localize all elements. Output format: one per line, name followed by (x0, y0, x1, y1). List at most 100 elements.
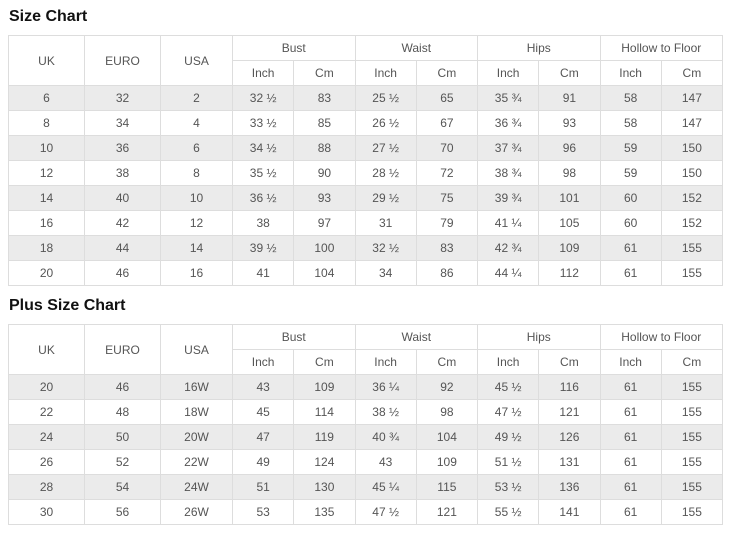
size-value-cell: 27 ½ (354, 135, 417, 161)
size-value-cell: 34 ½ (231, 135, 295, 161)
size-value-cell: 60 (599, 210, 662, 236)
size-value-cell: 46 (84, 260, 161, 286)
size-value-cell: 42 ¾ (476, 235, 540, 261)
size-value-cell: 56 (84, 499, 161, 525)
table-row: 26 52 22W 49 124 43 109 51 ½ 131 61 155 (8, 449, 724, 475)
size-value-cell: 83 (293, 85, 356, 111)
size-value-cell: 37 ¾ (476, 135, 540, 161)
col-header-uk: UK (8, 35, 85, 86)
size-value-cell: 116 (538, 374, 601, 400)
col-header-uk: UK (8, 324, 85, 375)
size-value-cell: 38 (231, 210, 295, 236)
size-value-cell: 97 (293, 210, 356, 236)
table-row: 28 54 24W 51 130 45 ¼ 115 53 ½ 136 61 155 (8, 474, 724, 500)
size-value-cell: 52 (84, 449, 161, 475)
size-value-cell: 155 (660, 449, 724, 475)
size-value-cell: 44 (84, 235, 161, 261)
size-value-cell: 28 (8, 474, 85, 500)
col-header-hollow-inch: Inch (599, 349, 662, 375)
size-value-cell: 28 ½ (354, 160, 417, 186)
size-value-cell: 18W (160, 399, 233, 425)
col-header-bust: Bust (232, 324, 356, 350)
size-value-cell: 61 (599, 449, 662, 475)
size-value-cell: 53 (231, 499, 295, 525)
size-value-cell: 33 ½ (231, 110, 295, 136)
size-value-cell: 43 (354, 449, 417, 475)
size-value-cell: 131 (538, 449, 601, 475)
size-value-cell: 47 ½ (476, 399, 540, 425)
size-value-cell: 155 (660, 424, 724, 450)
size-value-cell: 67 (415, 110, 479, 136)
size-value-cell: 35 ¾ (476, 85, 540, 111)
size-value-cell: 8 (8, 110, 85, 136)
size-value-cell: 16 (8, 210, 85, 236)
size-value-cell: 72 (415, 160, 479, 186)
size-value-cell: 150 (660, 135, 724, 161)
size-value-cell: 70 (415, 135, 479, 161)
size-value-cell: 31 (354, 210, 417, 236)
table-header-row-groups: UK EURO USA Bust Waist Hips Hollow to Fl… (8, 324, 723, 375)
size-value-cell: 124 (293, 449, 356, 475)
size-value-cell: 152 (660, 210, 724, 236)
col-header-hips-inch: Inch (476, 349, 540, 375)
size-value-cell: 147 (660, 85, 724, 111)
size-value-cell: 40 ¾ (354, 424, 417, 450)
size-value-cell: 155 (660, 499, 724, 525)
size-value-cell: 39 ¾ (476, 185, 540, 211)
table-row: 8 34 4 33 ½ 85 26 ½ 67 36 ¾ 93 58 147 (8, 110, 724, 136)
size-value-cell: 58 (599, 85, 662, 111)
size-value-cell: 100 (293, 235, 356, 261)
size-value-cell: 6 (160, 135, 233, 161)
col-header-bust-inch: Inch (231, 349, 295, 375)
col-header-euro: EURO (84, 324, 161, 375)
size-value-cell: 141 (538, 499, 601, 525)
size-value-cell: 112 (538, 260, 601, 286)
col-header-hips-cm: Cm (538, 60, 601, 86)
size-value-cell: 10 (8, 135, 85, 161)
size-value-cell: 61 (599, 374, 662, 400)
size-value-cell: 32 ½ (354, 235, 417, 261)
col-header-waist-inch: Inch (354, 349, 417, 375)
size-value-cell: 36 ¼ (354, 374, 417, 400)
size-value-cell: 152 (660, 185, 724, 211)
size-value-cell: 47 ½ (354, 499, 417, 525)
table-header-row-groups: UK EURO USA Bust Waist Hips Hollow to Fl… (8, 35, 723, 86)
plus-size-chart-title: Plus Size Chart (9, 297, 126, 314)
plus-size-chart-table: UK EURO USA Bust Waist Hips Hollow to Fl… (8, 324, 724, 525)
size-value-cell: 34 (84, 110, 161, 136)
col-header-hollow-cm: Cm (660, 349, 724, 375)
col-header-hips-cm: Cm (538, 349, 601, 375)
table-row: 6 32 2 32 ½ 83 25 ½ 65 35 ¾ 91 58 147 (8, 85, 724, 111)
size-value-cell: 121 (415, 499, 479, 525)
table-row: 18 44 14 39 ½ 100 32 ½ 83 42 ¾ 109 61 155 (8, 235, 724, 261)
col-header-usa: USA (160, 35, 233, 86)
table-row: 12 38 8 35 ½ 90 28 ½ 72 38 ¾ 98 59 150 (8, 160, 724, 186)
size-value-cell: 41 (231, 260, 295, 286)
size-value-cell: 55 ½ (476, 499, 540, 525)
table-row: 20 46 16 41 104 34 86 44 ¼ 112 61 155 (8, 260, 724, 286)
size-value-cell: 155 (660, 474, 724, 500)
size-value-cell: 47 (231, 424, 295, 450)
size-value-cell: 20 (8, 374, 85, 400)
size-value-cell: 53 ½ (476, 474, 540, 500)
size-value-cell: 61 (599, 399, 662, 425)
size-value-cell: 22 (8, 399, 85, 425)
size-value-cell: 18 (8, 235, 85, 261)
size-value-cell: 54 (84, 474, 161, 500)
col-header-bust-cm: Cm (293, 60, 356, 86)
size-value-cell: 16W (160, 374, 233, 400)
table-row: 24 50 20W 47 119 40 ¾ 104 49 ½ 126 61 155 (8, 424, 724, 450)
size-value-cell: 45 (231, 399, 295, 425)
size-value-cell: 109 (538, 235, 601, 261)
size-value-cell: 61 (599, 260, 662, 286)
size-value-cell: 61 (599, 499, 662, 525)
size-value-cell: 45 ¼ (354, 474, 417, 500)
size-value-cell: 39 ½ (231, 235, 295, 261)
size-value-cell: 25 ½ (354, 85, 417, 111)
col-header-hollow-to-floor: Hollow to Floor (599, 35, 723, 61)
size-value-cell: 20W (160, 424, 233, 450)
size-value-cell: 35 ½ (231, 160, 295, 186)
col-header-hips: Hips (477, 35, 601, 61)
size-value-cell: 50 (84, 424, 161, 450)
